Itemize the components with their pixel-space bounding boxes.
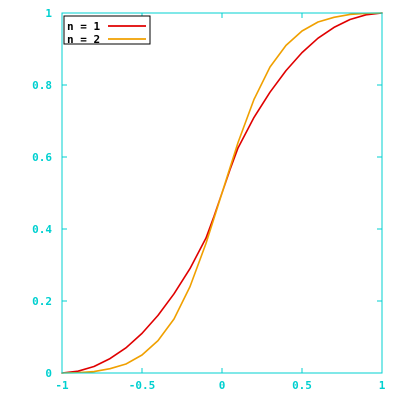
x-tick-labels: -1 -0.5 0 0.5 1 <box>55 379 385 392</box>
ticks-layer <box>61 12 383 374</box>
legend-label: n = 2 <box>67 33 100 46</box>
legend-label: n = 1 <box>67 20 100 33</box>
y-tick-label: 0 <box>45 367 52 380</box>
y-tick-label: 0.6 <box>32 151 52 164</box>
legend: n = 1n = 2 <box>63 15 151 46</box>
y-tick-label: 0.8 <box>32 79 52 92</box>
series-layer <box>61 12 383 374</box>
x-tick-label: 0.5 <box>292 379 312 392</box>
y-tick-label: 1 <box>45 7 52 20</box>
y-tick-label: 0.4 <box>32 223 52 236</box>
x-tick-label: -0.5 <box>129 379 156 392</box>
series-line-2 <box>61 12 383 374</box>
x-tick-label: 1 <box>379 379 386 392</box>
y-tick-labels: 0 0.2 0.4 0.6 0.8 1 <box>32 7 52 380</box>
x-tick-label: -1 <box>55 379 69 392</box>
x-tick-label: 0 <box>219 379 226 392</box>
y-tick-label: 0.2 <box>32 295 52 308</box>
